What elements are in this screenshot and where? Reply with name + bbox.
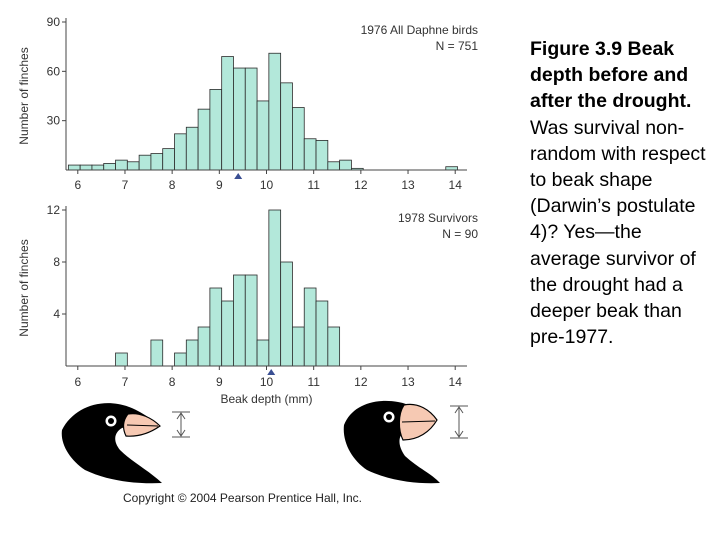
sample-size-label: N = 751 [436,39,479,53]
histogram-bar [292,326,305,367]
histogram-bar [209,89,223,171]
histogram-bar [268,52,282,171]
histogram-bar [221,56,234,171]
histogram-bar [103,163,116,171]
x-tick-label: 7 [122,178,129,192]
histogram-bar [233,274,246,367]
histogram-bar [327,326,341,367]
histogram-bar [303,138,317,171]
histogram-bar [197,108,211,171]
x-tick-label: 10 [260,375,274,389]
x-axis-label: Beak depth (mm) [220,392,312,406]
sample-size-label: N = 90 [442,227,478,241]
histogram-bar [162,148,175,171]
x-tick-label: 6 [74,375,81,389]
histogram-bar [150,339,164,367]
x-tick-label: 7 [122,375,129,389]
histogram-bar [209,287,223,367]
histogram-bar [339,159,352,171]
y-tick-label: 12 [47,203,61,217]
x-tick-label: 6 [74,178,81,192]
y-axis-label: Number of finches [17,47,31,144]
x-tick-label: 10 [260,178,274,192]
histogram-bar [256,100,270,171]
y-tick-label: 8 [53,255,60,269]
histogram-bar [268,209,282,367]
caption-title: Figure 3.9 Beak depth before and after t… [530,38,692,113]
y-tick-label: 90 [47,15,61,29]
y-tick-label: 30 [47,114,61,128]
copyright-notice: Copyright © 2004 Pearson Prentice Hall, … [123,491,362,505]
x-tick-label: 12 [354,178,368,192]
finch-head-deep-beak-illustration [343,400,468,484]
histogram-charts: 30 60 90 6 7 8 9 10 11 12 13 14 Number of finches 197… [17,15,478,406]
mean-marker [267,369,276,375]
histogram-bar [233,67,246,171]
chart-title: 1976 All Daphne birds [361,23,478,37]
x-tick-label: 14 [449,375,463,389]
histogram-bar [138,154,152,171]
histogram-bar [244,67,258,171]
histogram-bar [197,326,211,367]
x-tick-label: 13 [401,178,415,192]
histogram-1: 30 60 90 6 7 8 9 10 11 12 13 14 Number of finches 197… [17,15,478,192]
x-tick-label: 8 [169,375,176,389]
x-tick-label: 9 [216,375,223,389]
histogram-bar [79,164,93,171]
x-tick-label: 11 [307,375,320,389]
histogram-bar [327,161,341,171]
x-tick-label: 13 [401,375,415,389]
histogram-bar [185,339,199,367]
histogram-bar [174,352,187,367]
histogram-bar [67,164,81,171]
histogram-bar [185,126,199,171]
histogram-bar [315,139,329,171]
histogram-bar [126,161,140,171]
histogram-bar [91,164,105,171]
histogram-2: 4 8 12 6 7 8 9 10 11 12 13 14 Number of finches 1978 … [17,203,478,406]
y-axis-label: Number of finches [17,239,31,336]
x-tick-label: 8 [169,178,176,192]
histogram-bar [256,339,270,367]
x-tick-label: 11 [307,178,320,192]
histogram-bar [150,153,164,171]
caption-body: Was survival non-random with respect to … [530,116,706,349]
histogram-bar [303,287,317,367]
histogram-bar [315,300,329,367]
histogram-bar [292,107,305,171]
histogram-bar [115,159,128,171]
mean-marker [234,173,243,179]
figure-caption: Figure 3.9 Beak depth before and after t… [530,36,710,350]
chart-title: 1978 Survivors [398,211,478,225]
x-tick-label: 12 [354,375,368,389]
x-tick-label: 9 [216,178,223,192]
histogram-bar [280,261,293,367]
finch-head-shallow-beak-illustration [61,403,190,484]
histogram-bar [115,352,128,367]
histogram-bar [174,133,187,171]
y-tick-label: 4 [53,307,60,321]
histogram-bar [280,82,293,171]
histogram-bar [221,300,234,367]
y-tick-label: 60 [47,64,61,78]
histogram-bar [244,274,258,367]
x-tick-label: 14 [449,178,463,192]
